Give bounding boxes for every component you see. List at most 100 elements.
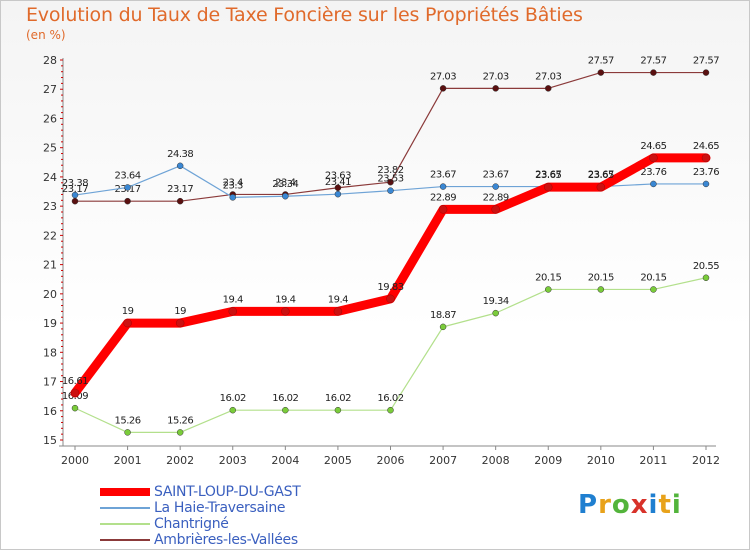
data-label: 27.03 xyxy=(483,71,509,82)
data-label: 23.82 xyxy=(377,165,403,176)
data-point xyxy=(334,406,342,414)
data-point xyxy=(334,190,342,198)
data-label: 23.63 xyxy=(325,171,351,182)
y-tick-label: 16 xyxy=(43,405,57,418)
data-point xyxy=(596,182,606,192)
legend-item-chantrigne: Chantrigné xyxy=(100,516,300,532)
y-tick-label: 23 xyxy=(43,200,57,213)
data-point xyxy=(387,178,394,186)
data-point xyxy=(175,318,185,328)
data-point xyxy=(439,183,447,190)
data-point xyxy=(176,162,184,170)
data-point xyxy=(124,197,131,205)
data-label: 20.15 xyxy=(588,272,614,283)
data-label: 19.4 xyxy=(275,294,295,305)
data-label: 22.89 xyxy=(483,192,509,203)
data-point xyxy=(545,286,552,293)
data-label: 16.02 xyxy=(220,393,246,404)
data-label: 23.38 xyxy=(62,178,88,189)
data-label: 23.67 xyxy=(430,170,456,181)
y-tick-label: 15 xyxy=(43,434,57,447)
data-point xyxy=(492,309,499,317)
data-point xyxy=(650,69,657,76)
y-tick-label: 19 xyxy=(43,317,57,330)
data-point xyxy=(124,184,131,191)
legend-label-ambrieres: Ambrières-les-Vallées xyxy=(154,532,298,548)
legend-swatch-ambrieres xyxy=(100,539,150,541)
logo-letter: i xyxy=(648,490,659,520)
legend-label-saint-loup: SAINT-LOUP-DU-GAST xyxy=(154,484,301,500)
data-point xyxy=(597,286,605,293)
data-label: 19.34 xyxy=(483,296,509,307)
data-label: 16.02 xyxy=(272,393,298,404)
y-tick-label: 18 xyxy=(43,346,57,359)
x-tick-label: 2003 xyxy=(219,454,247,467)
data-label: 23.67 xyxy=(535,170,561,181)
data-point xyxy=(701,153,711,163)
data-label: 16.61 xyxy=(62,376,88,387)
data-label: 23.3 xyxy=(223,180,243,191)
data-point xyxy=(228,307,237,316)
data-label: 18.87 xyxy=(430,310,456,321)
data-label: 23.76 xyxy=(640,167,666,178)
data-point xyxy=(387,406,394,414)
x-tick-label: 2011 xyxy=(639,454,667,467)
data-label: 23.67 xyxy=(588,170,614,181)
data-point xyxy=(544,182,553,192)
data-label: 22.89 xyxy=(430,192,456,203)
logo-letter: i xyxy=(671,490,682,520)
y-tick-label: 24 xyxy=(43,171,57,184)
logo-letter: o xyxy=(611,490,631,520)
data-point xyxy=(229,194,236,201)
legend-swatch-la-haie xyxy=(100,507,150,509)
x-tick-label: 2000 xyxy=(61,454,89,467)
data-label: 23.4 xyxy=(275,177,295,188)
data-label: 23.34 xyxy=(272,179,298,190)
x-tick-label: 2004 xyxy=(271,454,299,467)
data-label: 23.17 xyxy=(62,184,88,195)
legend-item-la-haie: La Haie-Traversaine xyxy=(100,500,300,516)
data-label: 16.02 xyxy=(325,393,351,404)
data-label: 27.03 xyxy=(535,71,561,82)
data-label: 27.57 xyxy=(640,56,666,67)
data-point xyxy=(282,406,289,414)
series-2: 16.0915.2615.2616.0216.0216.0216.0218.87… xyxy=(62,261,720,436)
data-label: 15.26 xyxy=(115,415,141,426)
legend: SAINT-LOUP-DU-GAST La Haie-Traversaine C… xyxy=(100,484,301,548)
y-tick-label: 17 xyxy=(43,376,57,389)
logo-letter: P xyxy=(578,490,599,520)
legend-swatch-saint-loup xyxy=(100,488,150,496)
data-label: 19 xyxy=(174,306,186,317)
data-label: 20.15 xyxy=(535,272,561,283)
logo-letter: t xyxy=(658,490,672,520)
data-label: 19 xyxy=(122,306,134,317)
chart-unit-label: (en %) xyxy=(26,28,66,42)
data-point xyxy=(123,318,132,328)
legend-item-ambrieres: Ambrières-les-Vallées xyxy=(100,532,300,548)
data-point xyxy=(282,192,289,200)
data-point xyxy=(70,388,80,398)
data-point xyxy=(71,404,79,412)
legend-item-saint-loup: SAINT-LOUP-DU-GAST xyxy=(100,484,301,500)
data-point xyxy=(650,286,657,293)
data-label: 23.17 xyxy=(167,184,193,195)
y-tick-label: 22 xyxy=(43,229,57,242)
data-label: 23.64 xyxy=(115,170,141,181)
data-label: 20.55 xyxy=(693,261,719,272)
logo-letter: x xyxy=(630,490,649,520)
data-label: 15.26 xyxy=(167,415,193,426)
data-label: 27.03 xyxy=(430,71,456,82)
y-tick-label: 25 xyxy=(43,142,57,155)
x-tick-label: 2012 xyxy=(692,454,720,467)
x-tick-label: 2006 xyxy=(377,454,405,467)
data-point xyxy=(702,69,710,76)
data-label: 23.41 xyxy=(325,177,351,188)
data-point xyxy=(176,429,184,436)
data-point xyxy=(334,184,342,191)
data-point xyxy=(650,180,657,188)
data-label: 24.65 xyxy=(693,141,719,152)
data-label: 24.38 xyxy=(167,149,193,160)
legend-label-la-haie: La Haie-Traversaine xyxy=(154,500,286,516)
